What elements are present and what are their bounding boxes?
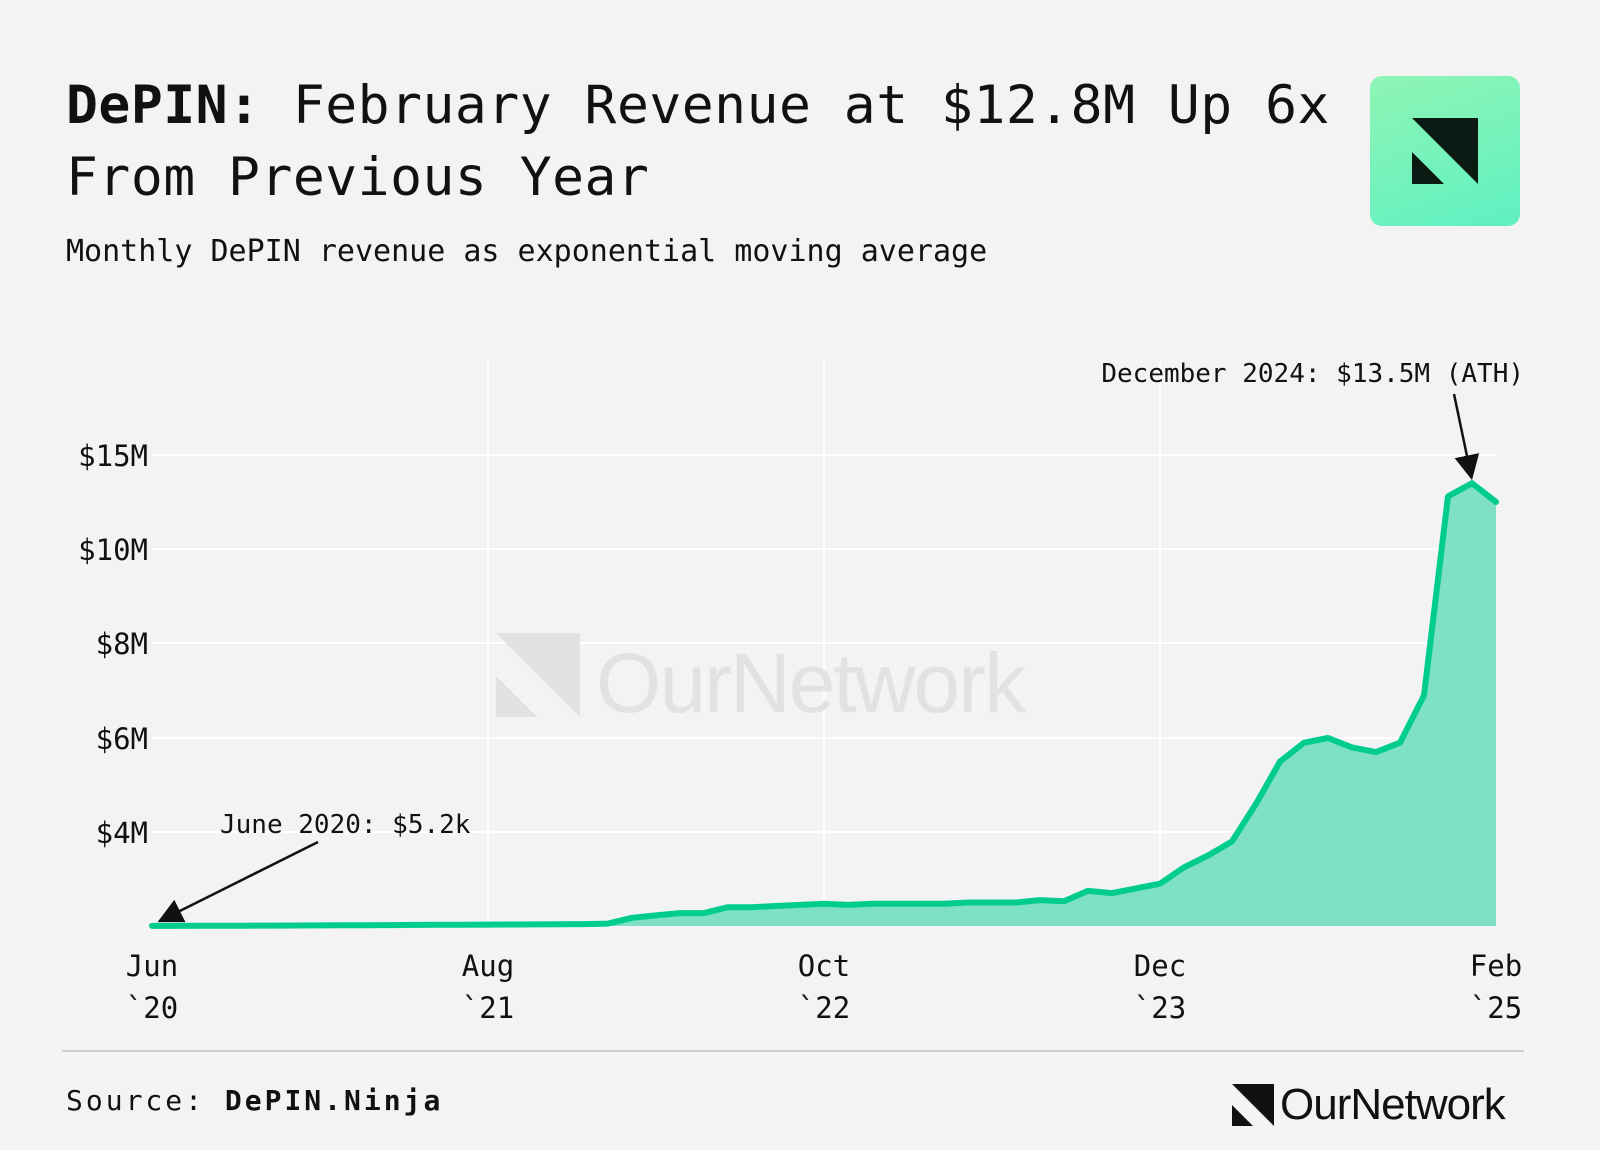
data-point <box>918 902 922 906</box>
data-point <box>750 905 754 909</box>
data-point <box>1230 839 1234 843</box>
data-point <box>1086 889 1090 893</box>
data-point <box>342 923 346 927</box>
watermark-text: OurNetwork <box>596 636 1027 730</box>
data-point <box>942 902 946 906</box>
data-point <box>1014 901 1018 904</box>
data-point <box>414 923 418 927</box>
data-point <box>966 901 970 904</box>
data-point <box>534 922 538 926</box>
data-point <box>1326 736 1330 740</box>
data-point <box>462 923 466 927</box>
y-tick-label: $15M <box>78 439 148 473</box>
data-point <box>438 923 442 927</box>
data-point <box>318 923 322 927</box>
data-point <box>1062 899 1066 903</box>
data-point <box>1278 760 1282 763</box>
data-point <box>846 903 850 907</box>
x-tick-label-month: Aug <box>462 949 514 983</box>
data-point <box>726 905 730 909</box>
data-point <box>294 924 298 927</box>
x-tick-label-year: `25 <box>1470 991 1522 1025</box>
data-point <box>510 923 514 926</box>
data-point <box>1158 882 1162 886</box>
data-point <box>654 913 658 917</box>
y-tick-label: $4M <box>96 816 148 850</box>
data-point <box>246 924 250 928</box>
data-point <box>558 922 562 926</box>
revenue-area-chart: OurNetwork $15M $10M $8M $6M $4M Jun `20 Aug `21… <box>78 359 1524 1025</box>
annotation-start-arrow <box>157 840 319 923</box>
data-point <box>1110 891 1114 895</box>
y-tick-label: $10M <box>78 533 148 567</box>
footer-divider <box>62 1050 1524 1052</box>
watermark: OurNetwork <box>496 633 1029 730</box>
title-rest: February Revenue at $12.8M Up 6x From Pr… <box>66 75 1330 208</box>
annotation-ath-label: December 2024: $13.5M (ATH) <box>1101 359 1524 389</box>
source-name: DePIN.Ninja <box>224 1084 444 1117</box>
source-label: Source: <box>66 1084 206 1117</box>
ournetwork-logo-badge <box>1370 76 1520 226</box>
chart-subtitle: Monthly DePIN revenue as exponential mov… <box>66 234 988 269</box>
x-tick-label-year: `20 <box>126 991 178 1025</box>
data-point <box>798 903 802 907</box>
data-point <box>1350 745 1354 749</box>
ournetwork-brand-icon <box>1232 1084 1274 1126</box>
data-point <box>486 923 490 927</box>
watermark-logo-icon <box>496 633 580 717</box>
x-tick-label-month: Jun <box>126 949 178 983</box>
brand-name: OurNetwork <box>1280 1080 1506 1129</box>
data-point <box>222 924 226 928</box>
data-point <box>1302 741 1306 745</box>
title-bold: DePIN: <box>66 75 261 136</box>
watermark-logo-icon-corner <box>496 676 537 717</box>
data-point <box>1134 886 1138 890</box>
data-point <box>270 924 274 928</box>
x-tick-label-year: `21 <box>462 991 514 1025</box>
data-point <box>1422 693 1426 697</box>
data-point <box>1254 802 1258 806</box>
data-point <box>174 924 178 928</box>
data-point <box>582 922 586 926</box>
data-point <box>390 923 394 927</box>
data-point <box>198 924 202 928</box>
data-point <box>678 911 682 915</box>
ournetwork-logo-icon <box>1412 118 1478 184</box>
data-point <box>1398 741 1402 745</box>
data-point <box>870 902 874 906</box>
chart-title: DePIN: February Revenue at $12.8M Up 6x … <box>66 70 1336 214</box>
data-point <box>630 916 634 920</box>
data-point <box>1470 481 1474 485</box>
data-point <box>1374 750 1378 754</box>
annotation-start-label: June 2020: $5.2k <box>220 810 471 840</box>
brand-footer: OurNetwork <box>1232 1080 1506 1130</box>
data-point <box>1206 854 1210 857</box>
data-point <box>1446 494 1450 498</box>
y-tick-label: $6M <box>96 722 148 756</box>
x-tick-label-month: Feb <box>1470 949 1522 983</box>
source-credit: Source: DePIN.Ninja <box>66 1084 443 1117</box>
data-point <box>1038 898 1042 902</box>
data-point <box>894 902 898 906</box>
revenue-area-fill <box>152 483 1496 926</box>
data-point <box>150 924 154 928</box>
x-tick-label-month: Oct <box>798 949 850 983</box>
data-point <box>606 922 610 926</box>
data-point <box>1182 865 1186 869</box>
x-tick-label-month: Dec <box>1134 949 1186 983</box>
data-point <box>366 923 370 927</box>
data-point <box>774 904 778 908</box>
y-tick-label: $8M <box>96 627 148 661</box>
data-point <box>822 902 826 906</box>
annotation-ath-arrow <box>1452 393 1480 481</box>
x-tick-label-year: `22 <box>798 991 850 1025</box>
data-point <box>702 911 706 915</box>
data-point <box>990 901 994 904</box>
x-tick-label-year: `23 <box>1134 991 1186 1025</box>
data-point <box>1494 500 1498 504</box>
